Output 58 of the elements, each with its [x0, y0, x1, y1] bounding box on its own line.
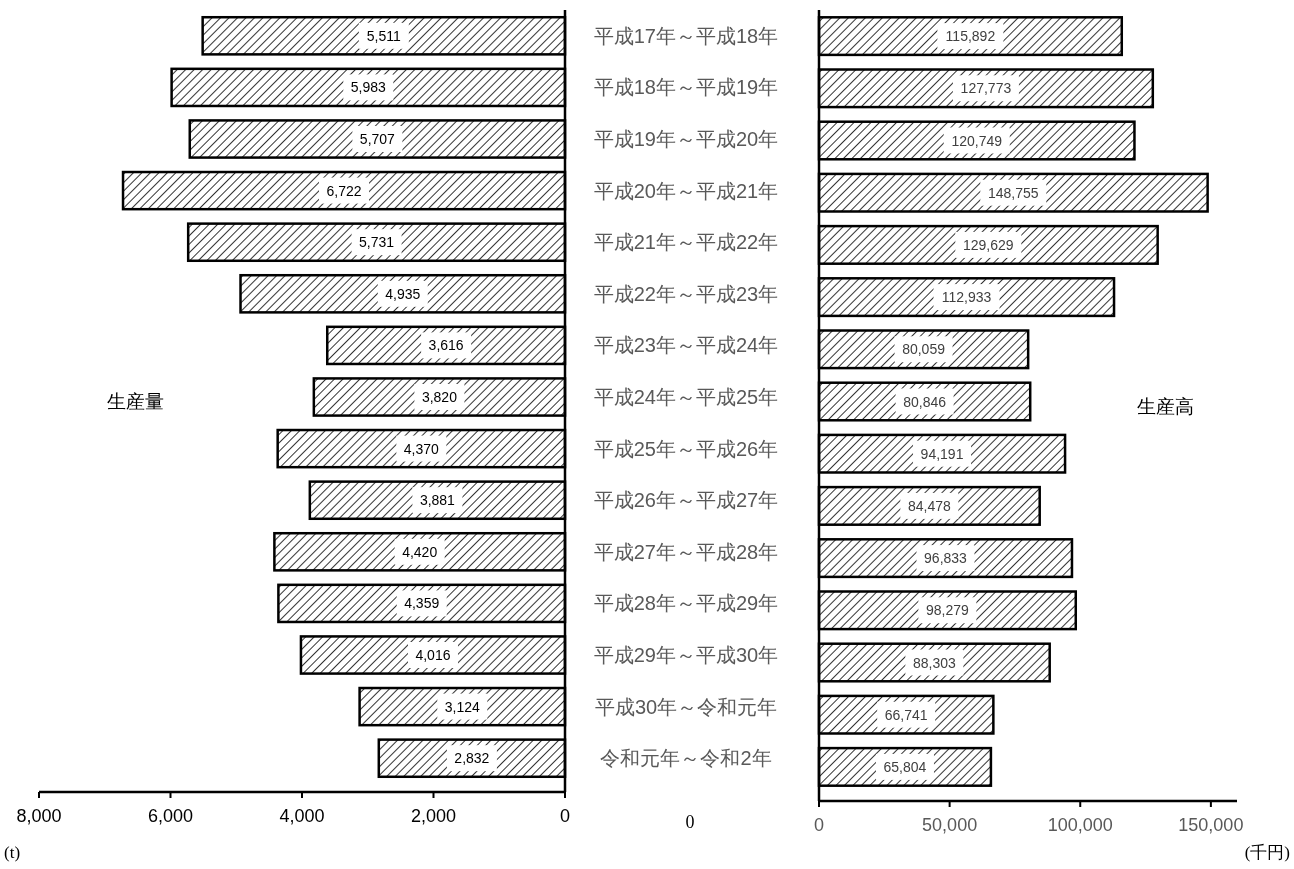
- data-label: 4,359: [404, 595, 440, 612]
- data-label: 4,016: [415, 647, 451, 663]
- text: (千円): [1244, 843, 1290, 862]
- data-label: 127,773: [960, 80, 1012, 97]
- x-tick-label: 50,000: [922, 815, 978, 835]
- y-axis-title: 生産量: [106, 391, 164, 412]
- data-label: 66,741: [884, 706, 928, 723]
- data-label: 3,616: [428, 337, 464, 354]
- y-axis-title: 生産高: [1136, 395, 1194, 417]
- x-tick-label: 6,000: [147, 806, 194, 826]
- y-tick-label: 平成20年～平成21年: [593, 179, 779, 202]
- y-tick-label: 平成23年～平成24年: [593, 334, 779, 357]
- y-tick-label: 平成26年～平成27年: [593, 489, 779, 512]
- x-tick-label: 2,000: [410, 806, 457, 826]
- data-label: 88,303: [912, 654, 956, 671]
- data-label: 96,833: [924, 550, 968, 567]
- x-tick-label: 150,000: [1178, 815, 1244, 835]
- data-label: 80,846: [903, 393, 947, 410]
- x-tick-label: 0: [559, 806, 571, 826]
- y-tick-label: 平成25年～平成26年: [593, 437, 779, 460]
- y-tick-label: 平成24年～平成25年: [593, 386, 779, 408]
- data-label: 3,881: [419, 492, 456, 509]
- y-tick-label: 平成30年～令和元年: [594, 695, 778, 718]
- y-tick-label: 令和元年～令和2年: [600, 747, 772, 770]
- x-tick-label: 100,000: [1047, 815, 1113, 835]
- y-tick-label: 平成21年～平成22年: [593, 231, 779, 254]
- y-tick-label: 平成28年～平成29年: [593, 592, 779, 615]
- data-label: 5,983: [350, 79, 387, 96]
- y-tick-label: 平成22年～平成23年: [593, 282, 779, 305]
- data-label: 112,933: [941, 289, 992, 306]
- data-label: 4,935: [385, 285, 421, 302]
- data-label: 148,755: [988, 184, 1039, 201]
- data-label: 3,820: [421, 389, 458, 405]
- data-label: 129,629: [963, 236, 1014, 253]
- data-label: 4,420: [402, 543, 438, 560]
- data-label: 6,722: [326, 182, 362, 199]
- data-label: 115,892: [945, 28, 996, 45]
- y-tick-label: 平成17年～平成18年: [593, 24, 779, 47]
- data-label: 98,279: [925, 602, 969, 619]
- x-tick-label: 4,000: [279, 806, 325, 826]
- x-tick-label: 0: [813, 815, 825, 835]
- data-label: 2,832: [454, 750, 490, 767]
- data-label: 120,749: [951, 132, 1003, 149]
- y-tick-label: 平成18年～平成19年: [593, 76, 779, 99]
- data-label: 4,370: [403, 440, 440, 457]
- data-label: 3,124: [444, 698, 481, 715]
- data-label: 84,478: [907, 497, 951, 514]
- y-tick-label: 平成29年～平成30年: [593, 644, 779, 666]
- data-label: 80,059: [902, 341, 946, 358]
- y-tick-label: 平成27年～平成28年: [593, 540, 779, 563]
- data-label: 5,707: [359, 131, 396, 147]
- data-label: 65,804: [883, 758, 927, 775]
- data-label: 5,731: [359, 234, 395, 251]
- data-label: 5,511: [366, 27, 402, 44]
- y-tick-label: 平成19年～平成20年: [593, 128, 779, 150]
- x-tick-label: 8,000: [16, 806, 62, 826]
- text: (t): [4, 843, 21, 862]
- data-label: 94,191: [920, 445, 964, 462]
